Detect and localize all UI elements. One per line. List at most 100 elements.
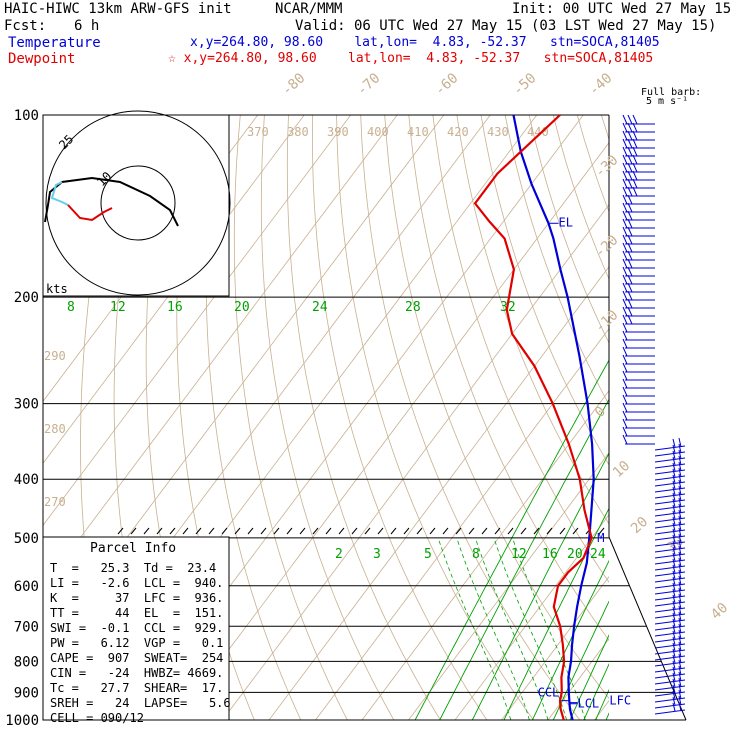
isotherm-label: -40	[586, 70, 616, 99]
isotherm-line	[454, 513, 609, 720]
wind-barb	[654, 437, 686, 451]
init-time: Init: 00 UTC Wed 27 May 15	[512, 1, 732, 17]
dry-adiabat-line	[260, 115, 395, 720]
dry-adiabat-label: 280	[44, 422, 66, 436]
hodograph-trace	[44, 176, 179, 227]
mixing-ratio-line	[439, 398, 609, 720]
dry-adiabat-line	[576, 115, 609, 213]
wind-barb	[622, 138, 655, 149]
hodograph-trace-low	[50, 181, 69, 206]
isotherm-label: -70	[354, 70, 384, 99]
level-markers: EL M CCL LCL LFC	[538, 215, 632, 710]
wind-barb	[622, 386, 655, 397]
level-tick	[377, 527, 384, 535]
wind-barb	[622, 314, 655, 325]
dry-adiabat-line	[456, 115, 609, 525]
level-tick	[299, 527, 306, 535]
mixing-ratio-line	[414, 359, 609, 720]
level-tick	[208, 527, 215, 535]
level-tick	[260, 527, 267, 535]
level-tick	[468, 527, 475, 535]
mixing-ratio-label: 16	[542, 547, 558, 562]
dry-adiabat-label: 290	[44, 349, 66, 363]
level-tick	[442, 527, 449, 535]
mixing-ratio-label: 16	[167, 300, 183, 315]
temperature-legend: Temperature	[8, 35, 101, 51]
dry-adiabat-line	[408, 115, 609, 642]
wind-barb	[622, 354, 655, 365]
level-tick	[130, 527, 137, 535]
isotherm-label: -60	[432, 70, 462, 99]
mixing-ratio-label: 12	[511, 547, 527, 562]
wind-barb	[622, 226, 655, 237]
moist-adiabat-line	[512, 537, 586, 720]
dry-adiabat-label: 440	[527, 125, 549, 139]
dry-adiabat-line	[480, 115, 609, 466]
mixing-ratio-line	[583, 663, 609, 720]
level-tick	[598, 527, 605, 535]
dry-adiabat-label: 390	[327, 125, 349, 139]
level-tick	[247, 527, 254, 535]
mixing-ratio-line	[471, 452, 609, 720]
isotherm-label: -10	[592, 307, 622, 336]
pressure-label-1000: 1000	[5, 713, 39, 729]
level-tick	[520, 527, 527, 535]
parcel-row: K = 37 LFC = 936.	[50, 591, 223, 605]
isotherm-line	[407, 451, 609, 720]
wind-barb	[622, 306, 655, 317]
mixing-ratio-line	[503, 507, 609, 720]
wind-barb	[622, 338, 655, 349]
dry-adiabat-label: 410	[407, 125, 429, 139]
wind-barb	[622, 194, 655, 205]
dry-adiabat-line	[336, 115, 534, 720]
level-tick	[481, 527, 488, 535]
wind-barb	[622, 434, 655, 445]
mixing-ratio-line	[569, 634, 609, 720]
mixing-ratio-label: 12	[110, 300, 126, 315]
dry-adiabat-line	[384, 115, 609, 700]
hodograph-ring-inner	[100, 165, 176, 241]
pressure-label-300: 300	[14, 397, 39, 413]
forecast-hour: 6 h	[74, 18, 100, 34]
wind-barb	[622, 234, 655, 245]
wind-barb	[622, 242, 655, 253]
parcel-row: Tc = 27.7 SHEAR= 17.	[50, 681, 223, 695]
level-tick	[325, 527, 332, 535]
wind-barb	[622, 250, 655, 261]
parcel-title: Parcel Info	[90, 541, 176, 556]
level-tick	[312, 527, 319, 535]
temperature-profile	[512, 115, 595, 720]
dry-adiabat-line	[311, 115, 488, 720]
org-title: NCAR/MMM	[275, 1, 343, 17]
wind-barb	[622, 178, 655, 189]
level-mark-el: EL	[559, 215, 573, 229]
mixing-ratio-label: 20	[234, 300, 250, 315]
isotherm-label: 20	[628, 514, 651, 537]
isotherm-line	[594, 700, 609, 720]
parcel-row: CAPE = 907 SWEAT= 254	[50, 651, 223, 665]
wind-barb	[622, 394, 655, 405]
valid-time: Valid: 06 UTC Wed 27 May 15 (03 LST Wed …	[295, 18, 717, 34]
wind-barb	[622, 290, 655, 301]
parcel-row: SREH = 24 LAPSE= 5.6	[50, 696, 231, 710]
level-mark-lcl: LCL	[577, 697, 599, 711]
level-tick	[195, 527, 202, 535]
pressure-label-200: 200	[14, 290, 39, 306]
wind-barb	[622, 170, 655, 181]
dry-adiabat-line	[722, 115, 740, 733]
level-tick	[390, 527, 397, 535]
level-tick	[117, 527, 124, 535]
level-tick	[455, 527, 462, 535]
temperature-station-info: x,y=264.80, 98.60 lat,lon= 4.83, -52.37 …	[190, 35, 660, 50]
level-tick	[572, 527, 579, 535]
dry-adiabat-label: 400	[367, 125, 389, 139]
mixing-ratio-label: 8	[472, 547, 480, 562]
wind-barb	[622, 346, 655, 357]
level-tick	[286, 527, 293, 535]
pressure-label-600: 600	[14, 579, 39, 595]
forecast-label: Fcst:	[4, 18, 47, 34]
wind-barb	[622, 162, 655, 173]
dry-adiabat-line	[698, 115, 740, 733]
